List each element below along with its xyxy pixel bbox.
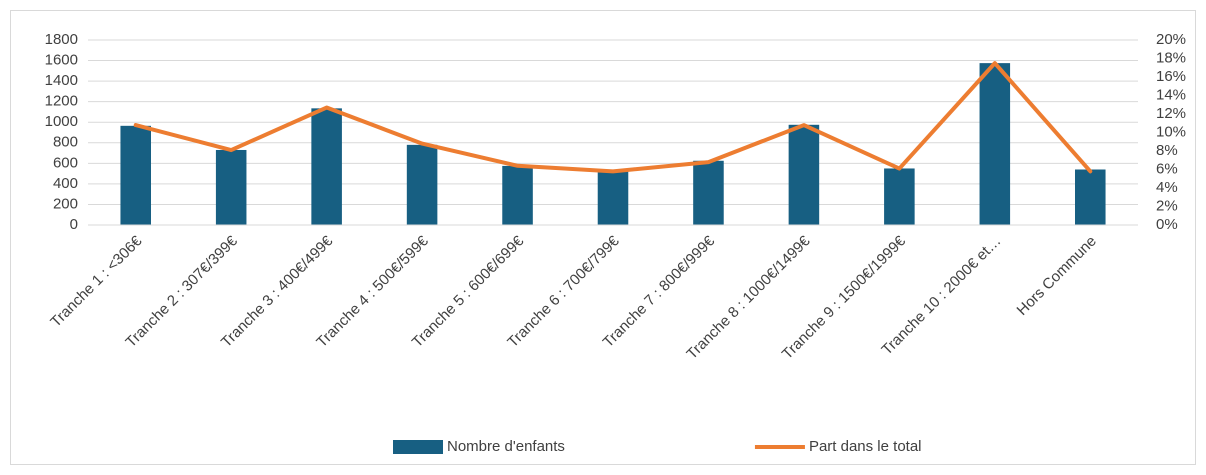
bar <box>693 160 724 225</box>
bar <box>215 149 247 225</box>
y-tick-label: 200 <box>53 195 78 212</box>
y2-tick-label: 18% <box>1156 49 1186 66</box>
y2-tick-label: 16% <box>1156 68 1186 85</box>
y-tick-label: 1400 <box>45 72 78 89</box>
legend-label: Nombre d'enfants <box>447 438 565 455</box>
y-tick-label: 1800 <box>45 31 78 48</box>
y-tick-label: 800 <box>53 134 78 151</box>
bar <box>502 165 533 225</box>
y-tick-label: 1600 <box>45 52 78 69</box>
legend-swatch <box>393 440 443 454</box>
bar <box>406 144 438 225</box>
bar <box>979 63 1011 225</box>
bar <box>597 170 629 225</box>
y-tick-label: 400 <box>53 175 78 192</box>
y-tick-label: 0 <box>70 216 78 233</box>
y2-tick-label: 20% <box>1156 31 1186 48</box>
legend-label: Part dans le total <box>809 438 922 455</box>
y2-tick-label: 0% <box>1156 216 1178 233</box>
line <box>133 61 1093 174</box>
bar <box>120 125 151 225</box>
y2-tick-label: 12% <box>1156 105 1186 122</box>
y-tick-label: 1200 <box>45 93 78 110</box>
y2-tick-label: 4% <box>1156 179 1178 196</box>
chart-border <box>10 10 1196 465</box>
y-tick-label: 600 <box>53 154 78 171</box>
y-tick-label: 1000 <box>45 113 78 130</box>
y2-tick-label: 6% <box>1156 160 1178 177</box>
y2-tick-label: 10% <box>1156 123 1186 140</box>
bar <box>788 124 820 225</box>
y2-tick-label: 14% <box>1156 86 1186 103</box>
y2-tick-label: 8% <box>1156 142 1178 159</box>
bar <box>884 168 915 225</box>
y2-tick-label: 2% <box>1156 197 1178 214</box>
bar <box>1075 169 1106 225</box>
bar <box>311 108 342 225</box>
